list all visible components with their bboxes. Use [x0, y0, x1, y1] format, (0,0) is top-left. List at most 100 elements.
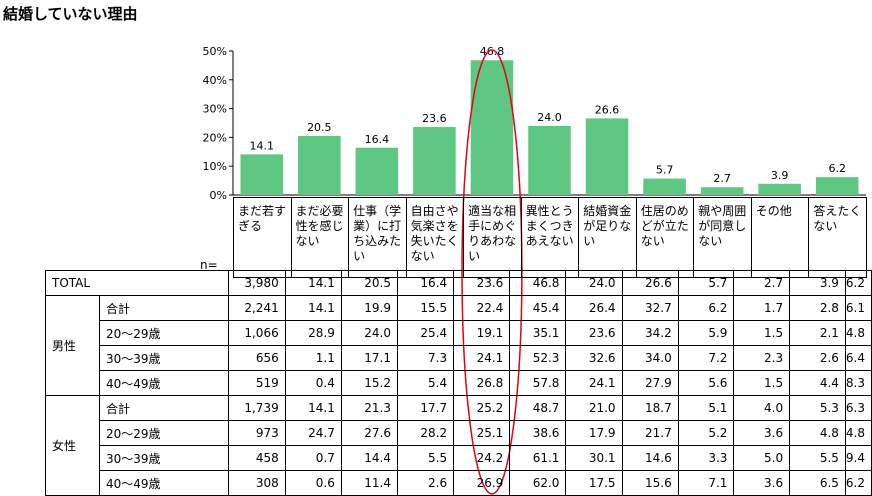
y-tick-label: 0% — [210, 189, 227, 202]
bar — [815, 177, 859, 195]
value-cell: 5.0 — [733, 445, 791, 471]
category-label: まだ若す ぎる — [233, 197, 292, 278]
value-cell: 8.3 — [844, 370, 872, 396]
value-cell: 2.3 — [733, 345, 791, 371]
value-cell: 3.9 — [789, 270, 846, 296]
bar — [470, 60, 514, 195]
subgroup-label: 40～49歳 — [98, 470, 230, 496]
table-row: 30～39歳 458 0.7 14.4 5.5 24.2 61.1 30.1 14.6 3.3 5.… — [46, 445, 872, 471]
table-row: 40～49歳 519 0.4 15.2 5.4 26.8 57.8 24.1 27.9 5.6 1.… — [46, 370, 872, 396]
value-cell: 26.9 — [453, 470, 511, 496]
n-cell: 3,980 — [228, 270, 286, 296]
bar-value-label: 6.2 — [828, 162, 846, 175]
value-cell: 5.4 — [396, 370, 455, 396]
bar-value-label: 24.0 — [537, 111, 562, 124]
value-cell: 32.6 — [565, 345, 623, 371]
value-cell: 2.6 — [396, 470, 455, 496]
y-tick-label: 30% — [203, 103, 227, 116]
value-cell: 27.6 — [340, 420, 399, 446]
category-label: 適当な相 手にめぐ りあわない — [463, 197, 522, 278]
value-cell: 14.1 — [284, 395, 342, 421]
value-cell: 26.6 — [621, 270, 679, 296]
value-cell: 28.9 — [284, 320, 342, 346]
value-cell: 34.0 — [621, 345, 679, 371]
category-label: 答えたく ない — [808, 197, 867, 278]
value-cell: 25.2 — [453, 395, 511, 421]
value-cell: 17.7 — [396, 395, 455, 421]
category-label: 住居のめ どが立た ない — [635, 197, 695, 278]
value-cell: 17.1 — [340, 345, 399, 371]
n-cell: 656 — [228, 345, 286, 371]
value-cell: 7.3 — [396, 345, 455, 371]
n-cell: 308 — [228, 470, 286, 496]
value-cell: 25.4 — [396, 320, 455, 346]
value-cell: 3.6 — [733, 470, 791, 496]
value-cell: 32.7 — [621, 295, 679, 321]
value-cell: 18.7 — [621, 395, 679, 421]
y-tick-label: 50% — [203, 45, 227, 58]
value-cell: 21.7 — [621, 420, 679, 446]
y-tick-label: 40% — [203, 74, 227, 87]
value-cell: 17.9 — [565, 420, 623, 446]
bar — [643, 178, 686, 195]
category-label: まだ必要 性を感じ ない — [290, 197, 350, 278]
subgroup-label: 20～29歳 — [98, 420, 230, 446]
table-row: 男性 合計 2,241 14.1 19.9 15.5 22.4 45.4 26.4 32.7 6.2… — [45, 295, 872, 396]
n-cell: 1,739 — [228, 395, 286, 421]
value-cell: 1.5 — [733, 370, 791, 396]
value-cell: 5.2 — [677, 420, 735, 446]
value-cell: 14.1 — [284, 270, 342, 296]
value-cell: 14.4 — [340, 445, 399, 471]
bar-value-label: 23.6 — [422, 112, 447, 125]
bar-value-label: 16.4 — [365, 133, 390, 146]
bar-value-label: 46.8 — [480, 45, 505, 58]
value-cell: 38.6 — [509, 420, 567, 446]
value-cell: 15.5 — [396, 295, 455, 321]
value-cell: 6.1 — [844, 295, 872, 321]
value-cell: 28.2 — [396, 420, 455, 446]
value-cell: 5.9 — [677, 320, 735, 346]
category-label: 自由さや 気楽さを 失いたく ない — [405, 197, 465, 278]
bar-value-label: 5.7 — [656, 164, 674, 177]
value-cell: 1.7 — [733, 295, 791, 321]
value-cell: 25.1 — [453, 420, 511, 446]
value-cell: 6.2 — [844, 470, 872, 496]
value-cell: 26.8 — [453, 370, 511, 396]
subgroup-label: 40～49歳 — [98, 370, 230, 396]
table-row: 女性 合計 1,739 14.1 21.3 17.7 25.2 48.7 21.0 18.7 5.1… — [45, 395, 872, 496]
bar — [758, 183, 801, 195]
value-cell: 14.1 — [284, 295, 342, 321]
value-cell: 4.4 — [789, 370, 846, 396]
value-cell: 16.4 — [396, 270, 455, 296]
value-cell: 24.1 — [453, 345, 511, 371]
value-cell: 2.8 — [789, 295, 846, 321]
value-cell: 4.8 — [844, 420, 872, 446]
category-label: 親や周囲 が同意し ない — [693, 197, 752, 278]
bar — [298, 135, 341, 195]
value-cell: 11.4 — [340, 470, 399, 496]
row-label: TOTAL — [44, 270, 230, 296]
value-cell: 61.1 — [509, 445, 567, 471]
value-cell: 5.7 — [677, 270, 735, 296]
value-cell: 3.6 — [733, 420, 791, 446]
table-row: TOTAL 3,980 14.1 20.5 16.4 23.6 46.8 24.0 26.6 5.… — [44, 270, 872, 296]
value-cell: 6.3 — [844, 395, 872, 421]
value-cell: 1.5 — [733, 320, 791, 346]
n-cell: 2,241 — [228, 295, 286, 321]
subgroup-label: 20～29歳 — [98, 320, 230, 346]
category-header-table: まだ若す ぎる まだ必要 性を感じ ない 仕事（学 業）に打 ち込みたい自由さや 気楽さを 失いた… — [233, 197, 867, 278]
value-cell: 0.6 — [284, 470, 342, 496]
value-cell: 34.2 — [621, 320, 679, 346]
bar-value-label: 14.1 — [250, 139, 275, 152]
value-cell: 24.2 — [453, 445, 511, 471]
data-table: TOTAL 3,980 14.1 20.5 16.4 23.6 46.8 24.0 26.6 5.… — [44, 270, 872, 496]
value-cell: 0.7 — [284, 445, 342, 471]
value-cell: 3.3 — [677, 445, 735, 471]
value-cell: 26.4 — [565, 295, 623, 321]
n-cell: 519 — [228, 370, 286, 396]
value-cell: 22.4 — [453, 295, 511, 321]
value-cell: 6.2 — [844, 270, 872, 296]
value-cell: 5.1 — [677, 395, 735, 421]
value-cell: 30.1 — [565, 445, 623, 471]
value-cell: 6.4 — [844, 345, 872, 371]
